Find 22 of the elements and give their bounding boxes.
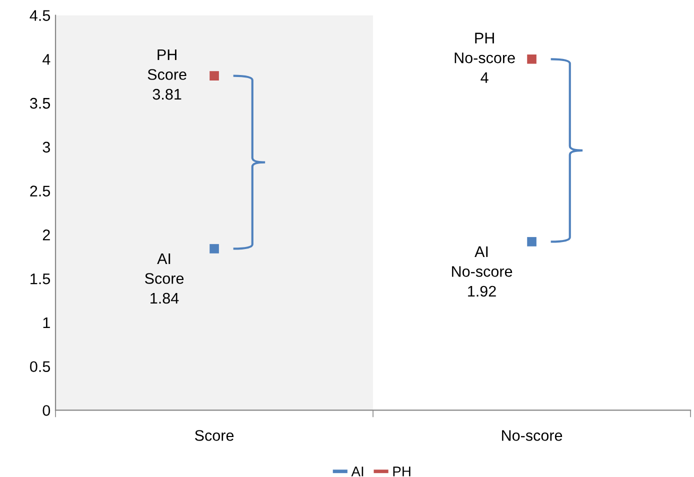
y-tick-label: 0 xyxy=(42,405,50,416)
point xyxy=(210,71,219,80)
data-label: PH Score 3.81 xyxy=(148,49,186,100)
data-label: PH No-score 4 xyxy=(454,32,515,83)
y-tick-label: 4.5 xyxy=(30,10,50,21)
point xyxy=(210,244,219,254)
y-tick-label: 0.5 xyxy=(30,361,50,372)
point xyxy=(527,237,536,246)
x-tick-label: No-score xyxy=(502,430,562,441)
point xyxy=(527,54,536,64)
y-tick-label: 3.5 xyxy=(30,98,50,109)
data-label: AI No-score 1.92 xyxy=(452,246,512,297)
legend-label: PH xyxy=(393,466,410,476)
y-tick-label: 1 xyxy=(43,317,50,328)
y-tick-label: 4 xyxy=(42,54,50,65)
data-label: AI Score 1.84 xyxy=(145,253,184,304)
y-tick-label: 1.5 xyxy=(30,274,50,284)
legend-label: AI xyxy=(351,466,364,476)
y-tick-label: 2 xyxy=(42,230,50,240)
y-tick-label: 3 xyxy=(42,142,50,153)
x-tick-label: Score xyxy=(195,430,234,441)
y-tick-label: 2.5 xyxy=(30,186,50,196)
